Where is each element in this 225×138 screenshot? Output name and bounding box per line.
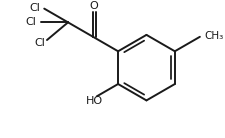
Text: Cl: Cl xyxy=(26,17,36,27)
Text: Cl: Cl xyxy=(34,38,45,48)
Text: O: O xyxy=(89,2,98,11)
Text: HO: HO xyxy=(86,96,103,106)
Text: Cl: Cl xyxy=(29,3,40,13)
Text: CH₃: CH₃ xyxy=(204,31,223,41)
